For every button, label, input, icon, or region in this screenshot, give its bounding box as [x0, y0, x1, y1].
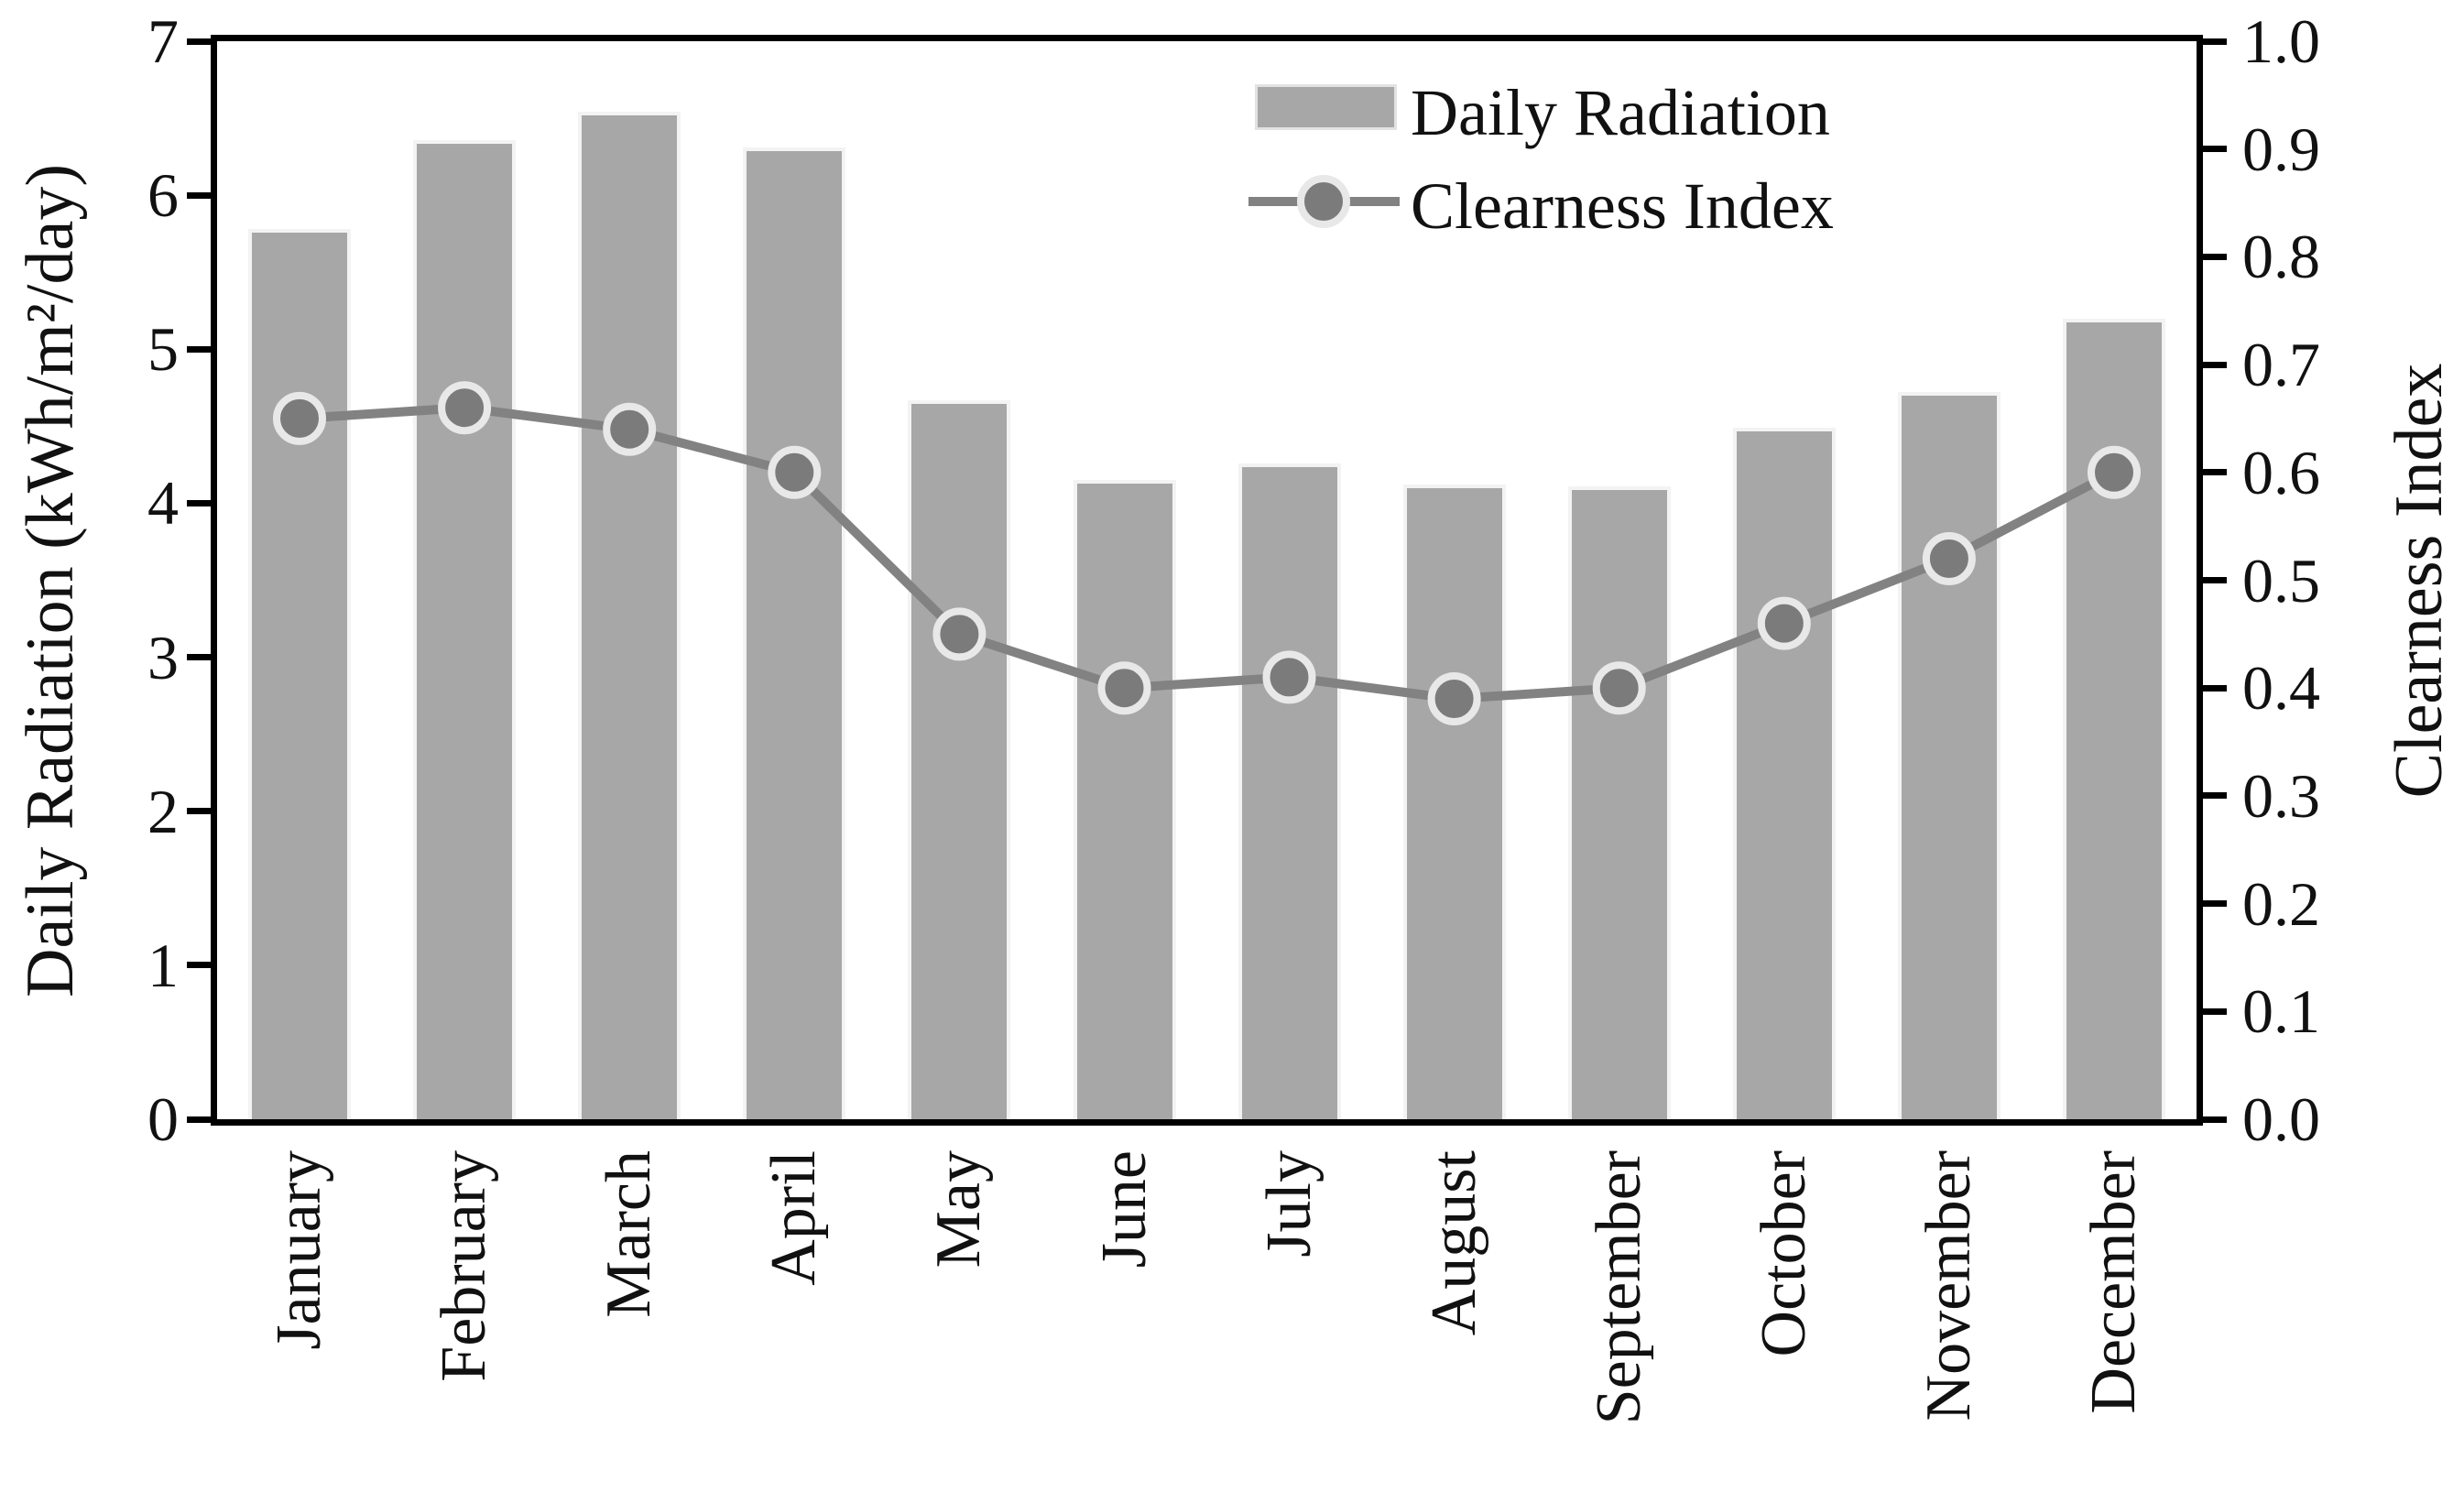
left-axis-tick: [187, 38, 211, 45]
clearness-marker-february: [438, 381, 492, 435]
clearness-marker-july: [1262, 650, 1316, 704]
legend-label-clearness-index: Clearness Index: [1411, 169, 1834, 243]
category-label-december: December: [2078, 1150, 2149, 1414]
category-label-october: October: [1748, 1150, 1819, 1357]
left-axis-tick: [187, 345, 211, 353]
category-label-june: June: [1088, 1150, 1160, 1269]
category-label-september: September: [1583, 1150, 1654, 1425]
left-axis-tick: [187, 962, 211, 969]
right-axis-tick-label: 0.4: [2242, 653, 2320, 724]
plot-area: [217, 41, 2197, 1119]
right-axis-tick: [2203, 146, 2227, 153]
clearness-marker-november: [1922, 532, 1976, 585]
clearness-index-line: [299, 403, 2117, 704]
clearness-marker-may: [932, 607, 987, 661]
right-axis-tick-label: 0.8: [2242, 222, 2320, 292]
right-axis-tick: [2203, 469, 2227, 476]
left-axis-tick: [187, 1116, 211, 1123]
left-axis-tick-label: 3: [147, 622, 179, 692]
bar-april: [743, 147, 846, 1119]
legend-marker-icon: [1297, 175, 1350, 228]
left-axis-title: Daily Radiation (kWh/m²/day): [13, 164, 88, 997]
right-axis-tick-label: 0.2: [2242, 868, 2320, 939]
left-axis-tick-label: 5: [147, 314, 179, 385]
right-axis-tick-label: 0.1: [2242, 976, 2320, 1047]
legend-swatch-daily-radiation: [1255, 84, 1397, 130]
right-axis-tick-label: 0.0: [2242, 1084, 2320, 1154]
right-axis-tick: [2203, 1007, 2227, 1015]
category-label-november: November: [1913, 1150, 1984, 1421]
right-axis-title: Clearness Index: [2382, 363, 2457, 799]
left-axis-tick: [187, 499, 211, 506]
left-axis-tick: [187, 654, 211, 661]
right-axis-tick: [2203, 684, 2227, 692]
right-axis-tick: [2203, 792, 2227, 800]
bar-june: [1073, 480, 1176, 1119]
right-axis-tick: [2203, 577, 2227, 583]
left-axis-tick-label: 6: [147, 160, 179, 231]
bar-january: [248, 229, 351, 1119]
left-axis-tick: [187, 808, 211, 815]
right-axis-tick: [2203, 900, 2227, 908]
legend-label-daily-radiation: Daily Radiation: [1411, 76, 1830, 149]
clearness-marker-august: [1427, 672, 1481, 725]
category-label-may: May: [923, 1150, 995, 1269]
category-label-february: February: [429, 1150, 500, 1382]
left-axis-tick: [187, 191, 211, 199]
right-axis-tick: [2203, 361, 2227, 368]
right-axis-tick: [2203, 1116, 2227, 1123]
left-axis-tick-label: 1: [147, 930, 179, 1000]
clearness-marker-april: [768, 445, 822, 499]
clearness-marker-december: [2088, 445, 2141, 499]
right-axis-tick-label: 0.5: [2242, 545, 2320, 615]
bar-july: [1237, 463, 1341, 1119]
right-axis-tick-label: 0.9: [2242, 114, 2320, 184]
right-axis-tick-label: 1.0: [2242, 6, 2320, 76]
right-axis-tick-label: 0.6: [2242, 437, 2320, 507]
clearness-marker-october: [1757, 596, 1811, 650]
bar-september: [1567, 485, 1671, 1119]
category-label-july: July: [1253, 1150, 1325, 1258]
bar-february: [413, 139, 517, 1119]
category-label-august: August: [1418, 1150, 1489, 1336]
plot-frame: [211, 35, 2203, 1126]
bar-august: [1402, 485, 1506, 1119]
right-axis-tick-label: 0.3: [2242, 760, 2320, 831]
right-axis-tick: [2203, 253, 2227, 260]
right-axis-tick: [2203, 38, 2227, 45]
clearness-marker-january: [273, 391, 326, 445]
clearness-marker-march: [603, 402, 657, 456]
bar-november: [1897, 392, 2001, 1119]
category-label-april: April: [758, 1150, 830, 1286]
left-axis-tick-label: 2: [147, 776, 179, 846]
clearness-marker-september: [1592, 661, 1646, 715]
bar-october: [1732, 428, 1836, 1119]
left-axis-tick-label: 0: [147, 1084, 179, 1154]
line-series-clearness-index: [273, 381, 2141, 725]
bar-march: [578, 112, 681, 1119]
clearness-marker-june: [1097, 661, 1151, 715]
category-label-january: January: [264, 1150, 334, 1350]
category-label-march: March: [594, 1150, 665, 1318]
bar-may: [908, 399, 1011, 1119]
left-axis-tick-label: 4: [147, 468, 179, 539]
right-axis-tick-label: 0.7: [2242, 330, 2320, 400]
left-axis-tick-label: 7: [147, 6, 179, 76]
